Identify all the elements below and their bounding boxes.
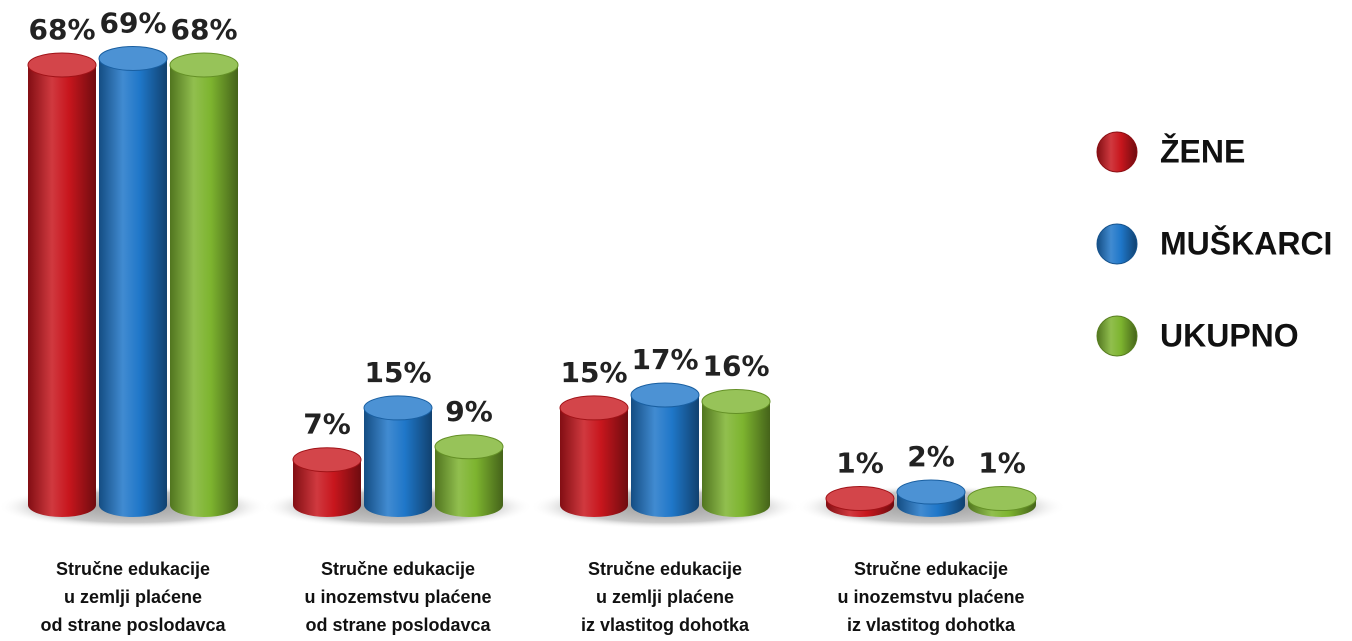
value-label: 15%	[560, 356, 627, 389]
cylinder-top	[825, 486, 895, 512]
cylinder-body	[28, 64, 96, 505]
x-tick-label: Stručne edukacije	[854, 559, 1008, 579]
cylinder-body	[99, 58, 167, 505]
cylinder	[98, 45, 168, 517]
cylinder	[292, 447, 362, 517]
cylinder	[825, 486, 895, 517]
cylinder-top	[630, 382, 700, 408]
cylinder	[967, 486, 1037, 517]
value-label: 2%	[907, 440, 955, 473]
value-label: 1%	[836, 447, 884, 480]
cylinder-top	[967, 486, 1037, 512]
value-label: 7%	[303, 408, 351, 441]
x-tick-label: iz vlastitog dohotka	[581, 615, 750, 635]
cylinder-top	[27, 52, 97, 78]
cylinder-body	[364, 407, 432, 505]
cylinder	[701, 388, 771, 517]
cylinder-top	[363, 395, 433, 421]
legend-label: UKUPNO	[1160, 317, 1299, 353]
cylinder	[363, 395, 433, 517]
cylinder-body	[170, 64, 238, 505]
cylinder-top	[559, 395, 629, 421]
cylinder-top	[98, 45, 168, 71]
cylinder-body	[702, 401, 770, 505]
cylinder-top	[434, 434, 504, 460]
cylinder-body	[631, 394, 699, 505]
cylinder	[896, 479, 966, 517]
legend-swatch	[1096, 223, 1138, 265]
x-tick-label: Stručne edukacije	[588, 559, 742, 579]
cylinder	[27, 52, 97, 517]
cylinder-body	[560, 407, 628, 505]
value-label: 68%	[28, 13, 95, 46]
cylinder	[630, 382, 700, 517]
x-tick-label: Stručne edukacije	[321, 559, 475, 579]
cylinder	[559, 395, 629, 517]
cylinder-top	[169, 52, 239, 78]
value-label: 9%	[445, 395, 493, 428]
x-tick-label: u zemlji plaćene	[596, 587, 734, 607]
value-label: 1%	[978, 447, 1026, 480]
value-label: 15%	[364, 356, 431, 389]
x-tick-label: u inozemstvu plaćene	[837, 587, 1024, 607]
legend-label: ŽENE	[1160, 133, 1245, 169]
value-label: 68%	[170, 13, 237, 46]
cylinder-top	[292, 447, 362, 473]
x-tick-label: iz vlastitog dohotka	[847, 615, 1016, 635]
x-tick-label: Stručne edukacije	[56, 559, 210, 579]
legend-label: MUŠKARCI	[1160, 225, 1332, 261]
value-label: 69%	[99, 6, 166, 39]
x-tick-label: u zemlji plaćene	[64, 587, 202, 607]
cylinder-top	[701, 388, 771, 414]
cylinder-top	[896, 479, 966, 505]
value-label: 16%	[702, 349, 769, 382]
x-tick-label: u inozemstvu plaćene	[304, 587, 491, 607]
legend-swatch	[1096, 131, 1138, 173]
x-tick-label: od strane poslodavca	[305, 615, 491, 635]
cylinder	[434, 434, 504, 517]
legend-swatch	[1096, 315, 1138, 357]
x-tick-label: od strane poslodavca	[40, 615, 226, 635]
value-label: 17%	[631, 343, 698, 376]
cylinder	[169, 52, 239, 517]
